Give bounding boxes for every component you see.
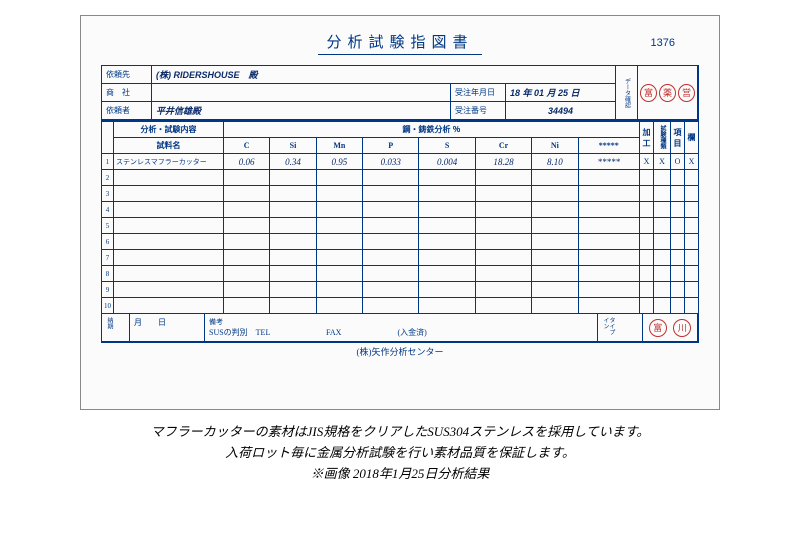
caption-line-2: 入荷ロット毎に金属分析試験を行い素材品質を保証します。 bbox=[0, 443, 800, 464]
col-ni: Ni bbox=[532, 138, 578, 154]
due-value: 月 日 bbox=[130, 314, 205, 341]
steel-header: 鋼・鋳鉄分析 ％ bbox=[224, 122, 640, 138]
due-label: 納期 bbox=[102, 314, 130, 341]
table-row: 8 bbox=[102, 266, 699, 282]
date-value: 18 年 01 月 25 日 bbox=[506, 84, 616, 102]
stamp-icon: 富 bbox=[649, 319, 667, 337]
stamp-icon: 富 bbox=[640, 84, 657, 102]
caption-line-1: マフラーカッターの素材はJIS規格をクリアしたSUS304ステンレスを採用してい… bbox=[0, 422, 800, 443]
date-label: 受注年月日 bbox=[451, 84, 506, 102]
caption-block: マフラーカッターの素材はJIS規格をクリアしたSUS304ステンレスを採用してい… bbox=[0, 422, 800, 484]
col-c: C bbox=[224, 138, 270, 154]
requester-label: 依頼者 bbox=[102, 102, 152, 120]
typein-label: タイプイン bbox=[598, 314, 643, 341]
client-value: (株) RIDERSHOUSE 殿 bbox=[152, 66, 616, 84]
company-label: 商 社 bbox=[102, 84, 152, 102]
col-testtype: 試験種類 bbox=[654, 122, 671, 154]
table-row: 10 bbox=[102, 298, 699, 314]
stamp-icon: 営 bbox=[678, 84, 695, 102]
table-row: 6 bbox=[102, 234, 699, 250]
table-row: 9 bbox=[102, 282, 699, 298]
col-si: Si bbox=[270, 138, 316, 154]
col-processing: 加工 bbox=[640, 122, 654, 154]
table-row: 3 bbox=[102, 186, 699, 202]
data-confirm-label: データ確認 bbox=[616, 66, 638, 120]
remarks-value: SUSの判別 TEL FAX (入金済) bbox=[209, 327, 593, 338]
document-number: 1376 bbox=[651, 37, 675, 49]
footer-band: 納期 月 日 備考 SUSの判別 TEL FAX (入金済) タイプイン 富 川 bbox=[101, 314, 699, 342]
requester-value: 平井信雄殿 bbox=[152, 102, 451, 120]
recno-value: 34494 bbox=[506, 102, 616, 120]
recno-label: 受注番号 bbox=[451, 102, 506, 120]
company-value bbox=[152, 84, 451, 102]
table-row: 1ステンレスマフラーカッター0.060.340.950.0330.00418.2… bbox=[102, 154, 699, 170]
table-row: 7 bbox=[102, 250, 699, 266]
document-title: 分析試験指図書 bbox=[318, 31, 481, 55]
caption-line-3: ※画像 2018年1月25日分析結果 bbox=[0, 464, 800, 485]
sample-label: 試料名 bbox=[114, 138, 224, 154]
analysis-center: (株)矢作分析センター bbox=[101, 342, 699, 358]
document-frame: 分析試験指図書 依頼先 (株) RIDERSHOUSE 殿 データ確認 富 薬 … bbox=[80, 15, 720, 410]
table-row: 5 bbox=[102, 218, 699, 234]
stamp-icon: 川 bbox=[673, 319, 691, 337]
col-item: 項目 bbox=[671, 122, 685, 154]
analysis-header: 分析・試験内容 bbox=[114, 122, 224, 138]
col-p: P bbox=[363, 138, 419, 154]
approval-stamps: 富 薬 営 bbox=[638, 66, 698, 120]
col-extra: ***** bbox=[578, 138, 639, 154]
footer-stamps: 富 川 bbox=[643, 314, 698, 341]
header-band: 依頼先 (株) RIDERSHOUSE 殿 データ確認 富 薬 営 商 社 受注… bbox=[101, 65, 699, 121]
client-label: 依頼先 bbox=[102, 66, 152, 84]
table-row: 2 bbox=[102, 170, 699, 186]
col-mn: Mn bbox=[316, 138, 362, 154]
analysis-table: 分析・試験内容 鋼・鋳鉄分析 ％ 加工 試験種類 項目 欄 試料名 C Si M… bbox=[101, 121, 699, 314]
col-s: S bbox=[419, 138, 475, 154]
table-row: 4 bbox=[102, 202, 699, 218]
col-field: 欄 bbox=[685, 122, 699, 154]
col-cr: Cr bbox=[475, 138, 531, 154]
remarks-label: 備考 bbox=[209, 317, 593, 327]
remarks-cell: 備考 SUSの判別 TEL FAX (入金済) bbox=[205, 314, 598, 341]
title-row: 分析試験指図書 bbox=[101, 31, 699, 55]
stamp-icon: 薬 bbox=[659, 84, 676, 102]
